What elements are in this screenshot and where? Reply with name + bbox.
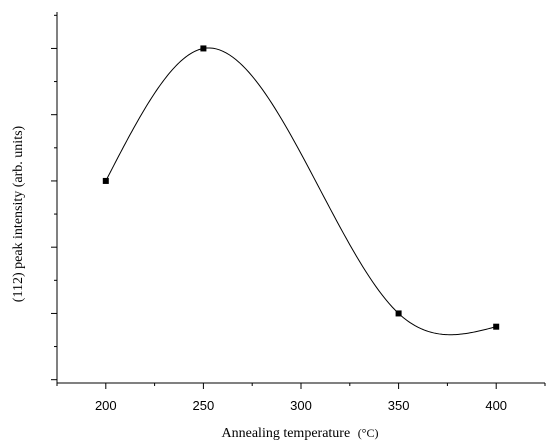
x-tick-label: 300 — [290, 398, 312, 413]
data-point — [395, 310, 402, 317]
y-ticks — [51, 14, 57, 381]
x-axis-title: Annealing temperature (°C) — [222, 426, 379, 441]
x-tick-label: 350 — [388, 398, 410, 413]
data-markers — [102, 45, 500, 330]
data-point — [102, 177, 109, 184]
series-line — [105, 47, 497, 336]
axes — [56, 12, 545, 384]
x-tick-label: 250 — [193, 398, 215, 413]
x-ticks — [56, 383, 546, 389]
x-tick-labels: 200 250 300 350 400 — [95, 398, 507, 413]
data-point — [493, 323, 500, 330]
x-axis-unit: (°C) — [358, 426, 379, 440]
x-tick-label: 400 — [485, 398, 507, 413]
x-axis-label: Annealing temperature — [222, 426, 351, 441]
y-axis-title: (112) peak intensity (arb. units) — [11, 125, 26, 302]
x-tick-label: 200 — [95, 398, 117, 413]
data-point — [200, 45, 207, 52]
